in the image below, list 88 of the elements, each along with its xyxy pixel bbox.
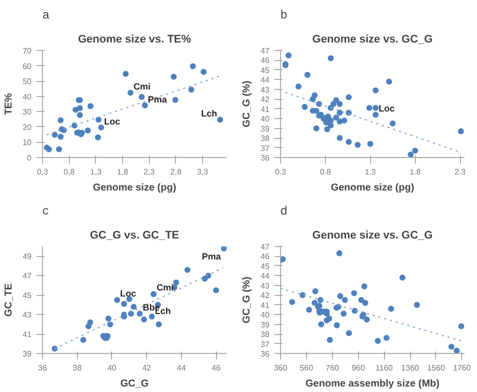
x-tick-label: 560 [300,364,314,372]
y-tick-label: 43 [22,310,32,320]
y-tick-label: 37 [260,340,270,349]
x-tick-label: 0.3 [274,168,287,176]
y-axis-title: TE% [4,93,15,115]
y-tick-label: 45 [260,262,270,271]
y-tick-label: 39 [22,350,32,358]
text: d [280,204,288,218]
y-axis-title: GC_G (%) [242,276,253,324]
x-tick-label: 44 [176,364,186,372]
x-tick-label: 1560 [427,364,446,372]
text: a [42,8,50,22]
y-tick-label: 44 [260,272,270,281]
y-tick-label: 37 [260,144,270,153]
y-tick-label: 47 [22,272,32,281]
y-tick-label: 46 [260,56,270,66]
x-tick-label: 1360 [401,364,420,372]
x-axis-title: Genome size (pg) [330,182,414,194]
y-tick-label: 36 [260,154,270,162]
y-tick-label: 38 [260,330,270,340]
y-tick-label: 44 [260,76,270,85]
x-axis-title: Genome size (pg) [92,182,176,194]
x-tick-label: 1.3 [364,168,376,176]
y-tick-label: 47 [260,242,270,252]
chart-title: GC_G vs. GC_TE [90,230,180,242]
x-axis-title: GC_G [120,378,149,390]
y-tick-label: 41 [22,330,32,340]
y-tick-label: 39 [260,124,270,134]
chart-title: Genome size vs. TE% [78,34,192,46]
y-tick-label: 36 [260,350,270,358]
x-tick-label: 38 [72,364,82,372]
annotation: Cmi [134,82,151,92]
chart-title: Genome size vs. GC_G [312,34,433,46]
x-tick-label: 36 [38,364,48,372]
y-tick-label: 40 [260,114,270,124]
x-tick-label: 1760 [453,364,472,372]
annotation: Loc [104,116,120,127]
annotation: Cmi [156,282,174,293]
annotation: Lch [201,108,218,119]
y-tick-label: 0 [27,154,32,162]
y-tick-label: 38 [260,134,270,144]
x-tick-label: 2.3 [454,168,466,176]
x-tick-label: 760 [326,364,340,372]
x-tick-label: 1,8 [116,168,129,176]
x-tick-label: 40 [107,364,117,372]
y-tick-label: 50 [22,77,32,86]
y-tick-label: 60 [22,62,32,71]
y-tick-label: 30 [22,108,32,117]
x-tick-label: 2,8 [170,168,182,176]
annotation: Loc [378,104,395,114]
x-tick-label: 2,3 [144,168,156,176]
x-tick-label: 3,3 [196,168,209,176]
y-tick-label: 42 [260,95,270,104]
y-tick-label: 43 [260,281,270,290]
y-tick-label: 41 [260,104,270,114]
chart-title: Genome size vs. GC_G [312,230,433,242]
annotation: Loc [120,288,136,299]
x-tick-label: 1.8 [410,168,422,176]
x-tick-label: 360 [274,364,288,372]
x-tick-label: 0,8 [64,168,76,176]
y-tick-label: 40 [22,92,32,102]
y-tick-label: 20 [22,122,32,132]
y-tick-label: 49 [22,252,32,262]
y-tick-label: 41 [260,300,270,310]
text: b [280,8,288,22]
text: c [42,204,48,218]
x-tick-label: 42 [142,364,152,372]
y-tick-label: 10 [22,138,32,148]
x-tick-label: 1160 [376,364,394,372]
x-tick-label: 960 [352,364,366,372]
y-axis-title: GC_G (%) [242,80,253,128]
y-tick-label: 39 [260,320,270,330]
y-tick-label: 47 [260,46,270,56]
y-axis-title: GC_TE [4,283,15,317]
y-tick-label: 70 [22,46,32,56]
y-tick-label: 45 [260,66,270,75]
y-tick-label: 46 [260,252,270,262]
annotation: Pma [148,94,168,104]
x-tick-label: 0.8 [320,168,332,176]
x-tick-label: 1,3 [90,168,102,176]
y-tick-label: 42 [260,291,270,300]
y-tick-label: 40 [260,310,270,320]
y-tick-label: 45 [22,291,32,300]
x-tick-label: 0,3 [36,168,49,176]
annotation: Pma [202,251,222,262]
x-tick-label: 46 [212,364,222,372]
y-tick-label: 43 [260,85,270,94]
x-axis-title: Genome assembly size (Mb) [306,378,440,390]
